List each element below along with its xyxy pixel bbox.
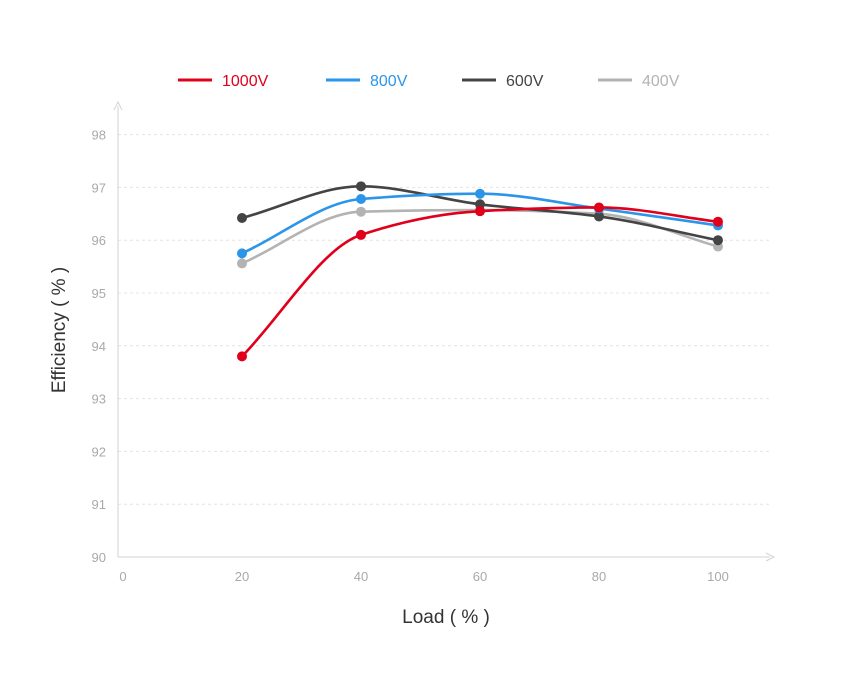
data-point-1000v [713,216,723,227]
x-tick-label: 0 [119,569,126,584]
x-axis-arrow [765,552,776,562]
y-tick-label: 98 [92,128,106,143]
axes [113,100,776,562]
x-tick-label: 20 [235,569,249,584]
data-point-600v [475,199,485,210]
x-tick-label: 100 [707,569,729,584]
y-axis-arrow [113,100,123,111]
data-point-800v [475,188,485,199]
x-axis-title: Load ( % ) [402,607,490,628]
legend-item-400v: 400V [598,73,680,90]
data-point-600v [713,235,723,246]
y-tick-label: 93 [92,392,106,407]
legend-label: 1000V [222,73,269,90]
series [237,181,723,362]
legend-item-1000v: 1000V [178,73,269,90]
series-line-1000v [240,206,720,358]
y-tick-label: 91 [92,497,106,512]
legend-item-600v: 600V [462,73,544,90]
y-axis-title: Efficiency ( % ) [49,267,70,393]
data-point-1000v [475,206,485,217]
x-tick-label: 60 [473,569,487,584]
data-point-1000v [237,351,247,362]
legend-item-800v: 800V [326,73,408,90]
y-tick-label: 97 [92,180,106,195]
data-point-800v [237,248,247,259]
series-1000v [237,202,723,362]
grid [118,134,770,505]
data-point-1000v [594,202,604,213]
y-tick-label: 94 [92,339,106,354]
y-tick-label: 96 [92,233,106,248]
legend-label: 400V [642,73,680,90]
data-point-600v [356,181,366,192]
series-line-400v [240,208,720,265]
series-600v [237,181,723,246]
legend-label: 600V [506,73,544,90]
data-point-600v [237,213,247,224]
legend-label: 800V [370,73,408,90]
x-tick-label: 40 [354,569,368,584]
y-tick-label: 95 [92,286,106,301]
data-point-800v [356,194,366,205]
data-point-600v [594,211,604,222]
data-point-400v [237,258,247,269]
data-point-1000v [356,229,366,240]
legend: 1000V 800V 600V 400V [178,73,680,90]
x-tick-label: 80 [592,569,606,584]
tick-labels: 90 91 92 93 94 95 96 97 98 0 20 40 60 80 100 [92,128,729,584]
y-tick-label: 90 [92,550,106,565]
y-tick-label: 92 [92,444,106,459]
data-point-400v [356,206,366,217]
